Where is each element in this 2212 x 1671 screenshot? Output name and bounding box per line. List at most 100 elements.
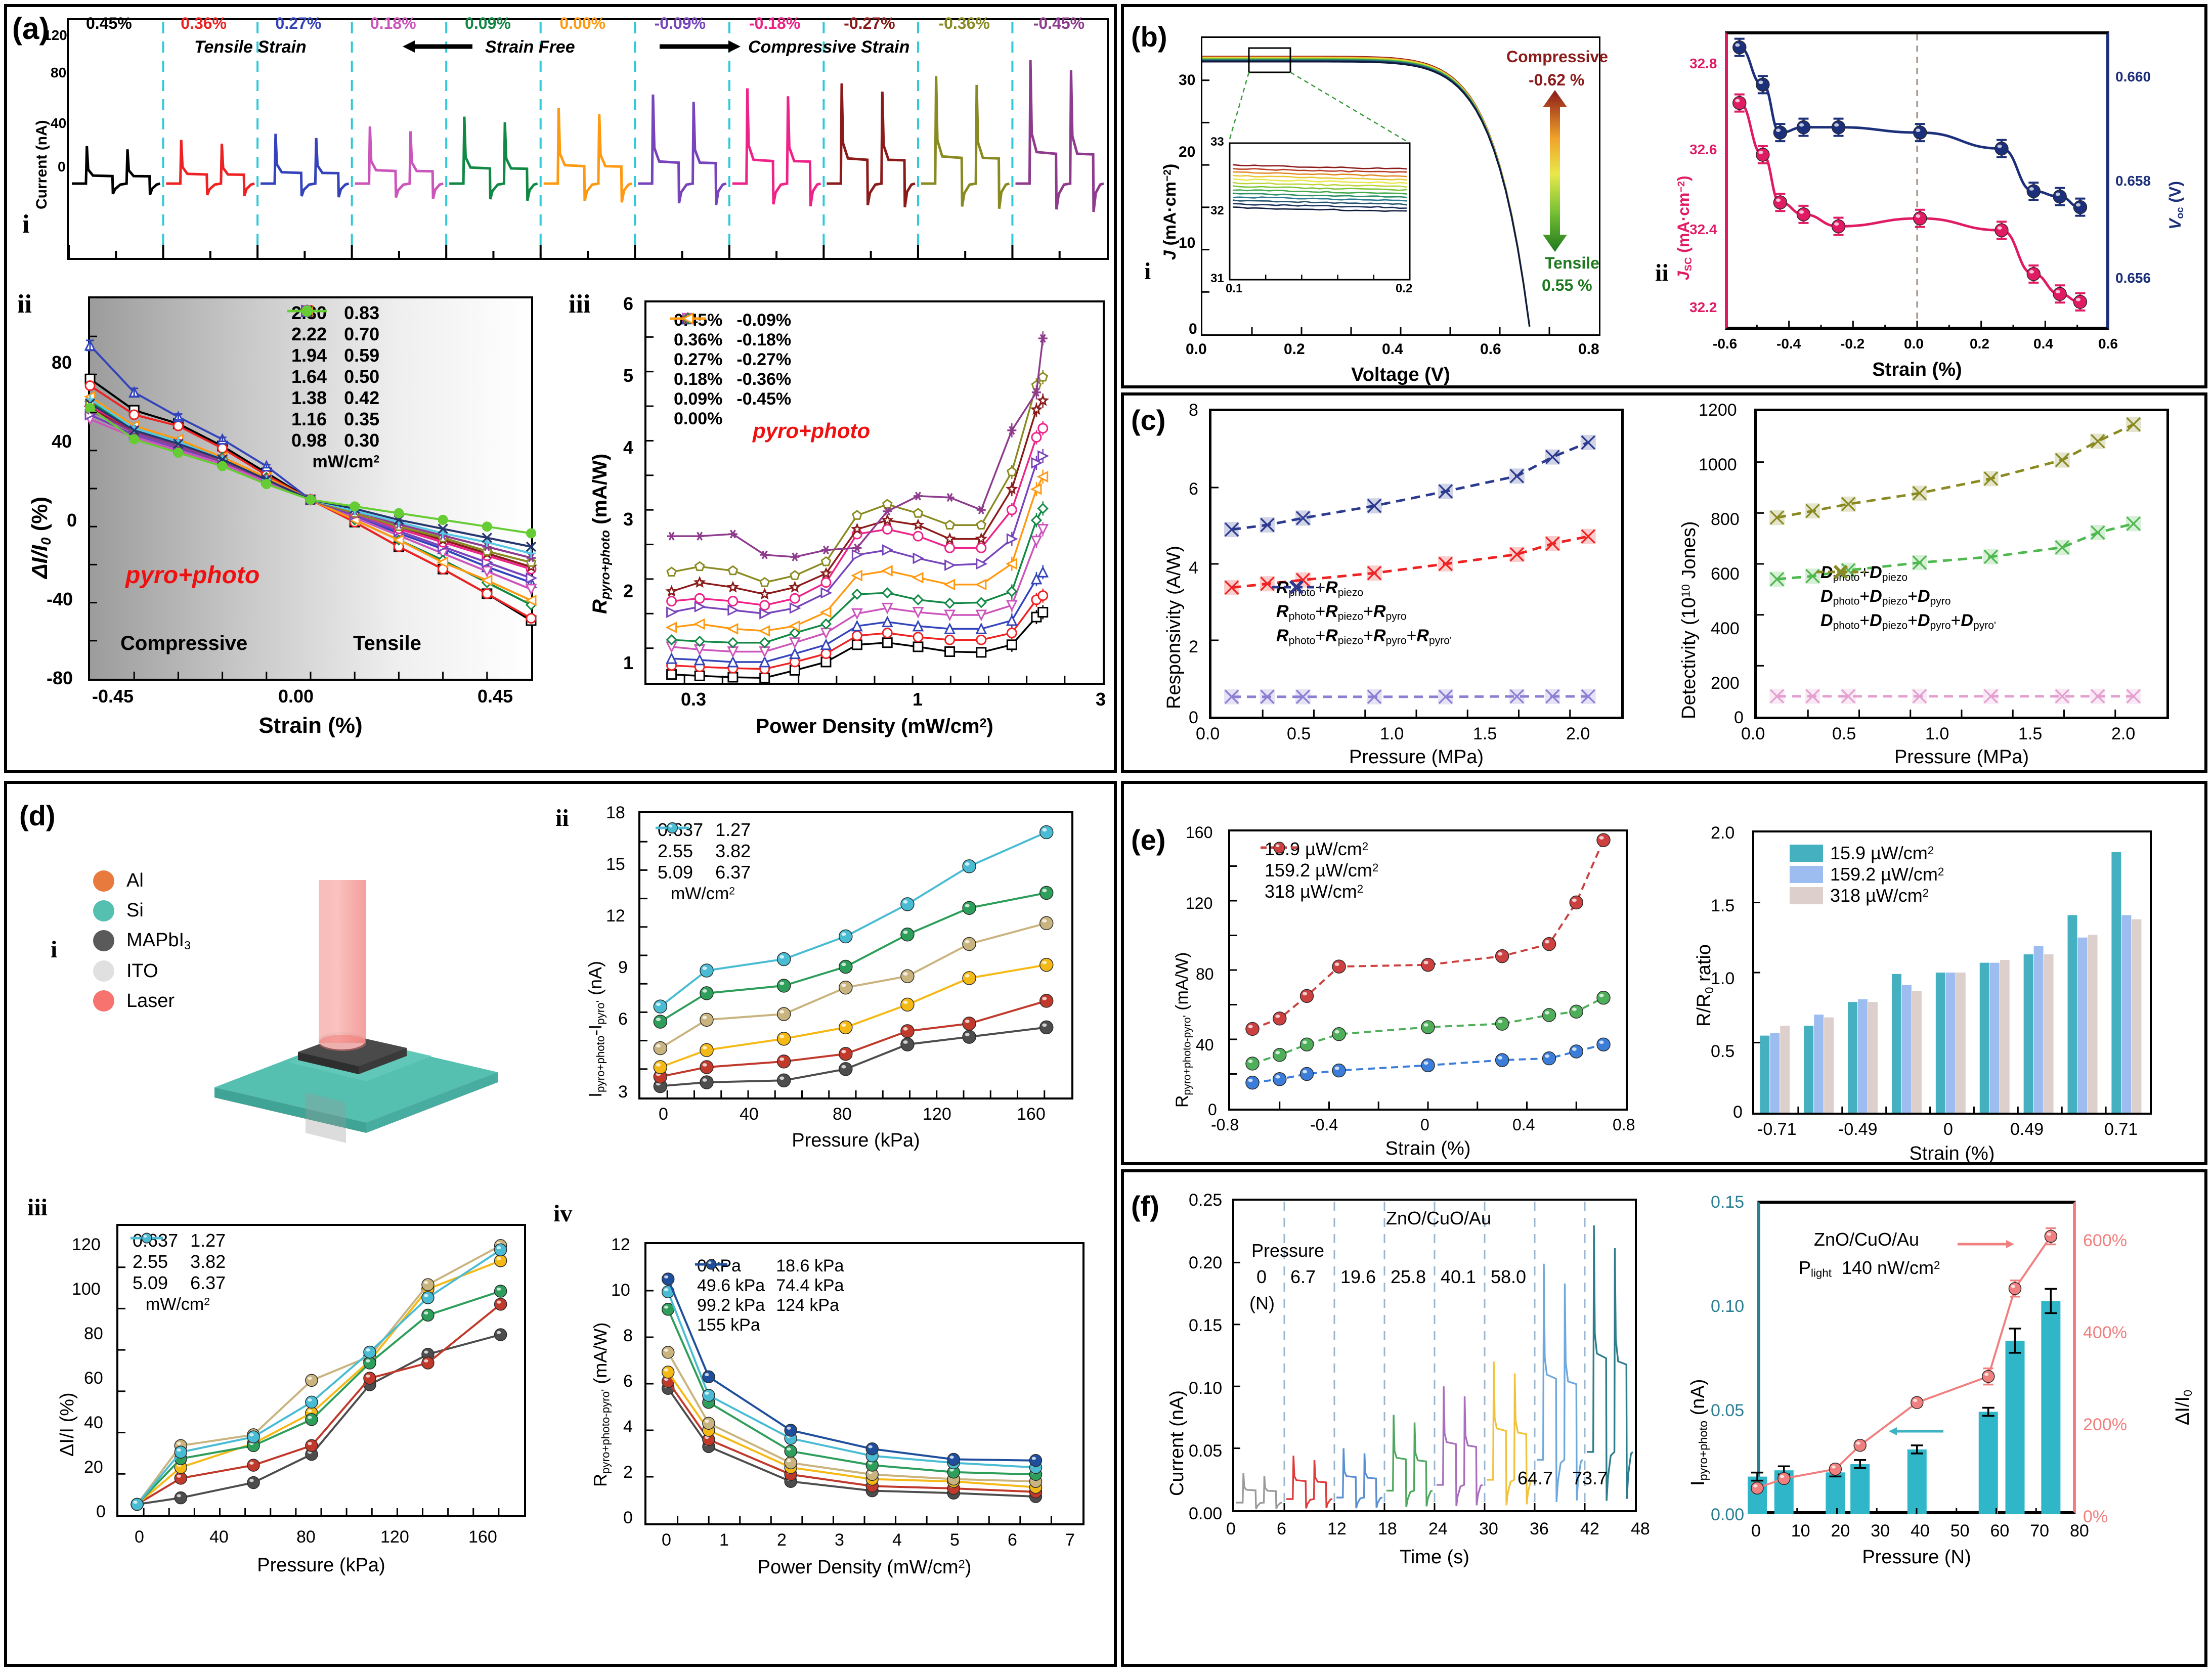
legend-label: 1.16 bbox=[291, 409, 327, 430]
tensile-strain-annotation: Tensile Strain bbox=[194, 37, 307, 57]
xtick: 1 bbox=[913, 689, 923, 710]
xtick: 40 bbox=[209, 1527, 229, 1547]
xtick: 6 bbox=[1277, 1519, 1286, 1539]
panel-d-sub-iii-roman: iii bbox=[27, 1194, 48, 1221]
legend-item: 318 µW/cm2 bbox=[1790, 885, 1944, 906]
xtick: 0.8 bbox=[1578, 341, 1599, 358]
legend-label: -0.09% bbox=[736, 311, 791, 330]
material-color-swatch bbox=[93, 960, 114, 982]
pressure-caption: Pressure bbox=[1251, 1240, 1324, 1261]
legend-marker-ball-icon bbox=[695, 1256, 727, 1272]
legend-unit: mW/cm2 bbox=[671, 884, 751, 904]
strain-level-label: 0.09% bbox=[465, 14, 511, 33]
xtick: 60 bbox=[1990, 1521, 2010, 1541]
ytick: 60 bbox=[84, 1369, 103, 1388]
legend-label: 1.38 bbox=[291, 387, 327, 409]
panel-e-right-plot: 15.9 µW/cm2 159.2 µW/cm2 318 µW/cm2 bbox=[1752, 830, 2152, 1115]
xtick: 36 bbox=[1530, 1519, 1549, 1539]
ytick: 40 bbox=[52, 431, 72, 452]
ytick-left: 32.8 bbox=[1689, 56, 1717, 72]
pressure-value-right-1: 64.7 bbox=[1517, 1468, 1553, 1489]
ytick: 0.25 bbox=[1189, 1191, 1222, 1210]
xtick: 160 bbox=[468, 1527, 497, 1547]
device-schematic bbox=[179, 880, 533, 1163]
panel-f: (f) Current (nA) 0.25 0.20 0.15 0.10 0.0… bbox=[1121, 1169, 2207, 1667]
xtick: 0.4 bbox=[1382, 341, 1403, 358]
legend-label: 5.09 bbox=[658, 862, 693, 883]
legend-item: 6.37 bbox=[713, 862, 751, 883]
legend-item: -0.36% bbox=[732, 370, 791, 389]
legend-item: 0.00% bbox=[670, 409, 722, 429]
xtick: 2.0 bbox=[2111, 724, 2135, 744]
legend-label: Si bbox=[126, 900, 144, 921]
ytick: 18 bbox=[606, 803, 625, 823]
panel-c-left-legend: Rphoto+Rpiezo Rphoto+Rpiezo+Rpyro Rphoto… bbox=[1272, 578, 1452, 647]
legend-item: 74.4 kPa bbox=[774, 1276, 844, 1296]
ytick-left: 0.05 bbox=[1711, 1401, 1744, 1421]
legend-unit: mW/cm2 bbox=[146, 1295, 226, 1314]
xtick: 3 bbox=[835, 1530, 844, 1550]
legend-label: Dphoto+Dpiezo+Dpyro bbox=[1820, 587, 1951, 607]
panel-c-right-legend: Dphoto+Dpiezo Dphoto+Dpiezo+Dpyro Dphoto… bbox=[1816, 563, 1996, 632]
panel-b-label: (b) bbox=[1131, 20, 1167, 53]
legend-item: 5.09 bbox=[656, 862, 703, 883]
legend-item: Si bbox=[93, 900, 191, 921]
legend-label: 6.37 bbox=[715, 862, 751, 883]
xtick: 160 bbox=[1017, 1105, 1046, 1124]
panel-e: (e) Rpyro+photo-pyro' (mA/W) 160 120 80 … bbox=[1121, 781, 2207, 1165]
ytick: 120 bbox=[1186, 894, 1212, 913]
legend-label: 49.6 kPa bbox=[697, 1276, 765, 1296]
legend-label: Rphoto+Rpiezo+Rpyro bbox=[1276, 602, 1407, 623]
panel-f-right: Ipyro+photo (nA) ΔI/I0 0.15 0.10 0.05 0.… bbox=[1660, 1172, 2206, 1666]
legend-marker-fcircle-icon bbox=[287, 302, 327, 320]
legend-item: Dphoto+Dpiezo+Dpyro+Dpyro' bbox=[1816, 611, 1996, 632]
panel-f-right-ylabel-left: Ipyro+photo (nA) bbox=[1687, 1379, 1710, 1486]
legend-color-swatch bbox=[1790, 845, 1823, 862]
panel-a-sub-ii-ylabel: ΔI/I0 (%) bbox=[27, 497, 54, 579]
panel-f-left-plot: ZnO/CuO/Au Pressure 0 (N) 6.7 19.6 25.8 40.… bbox=[1232, 1199, 1637, 1512]
xtick: 40 bbox=[740, 1105, 759, 1124]
xtick: 0.00 bbox=[278, 686, 314, 707]
panel-e-left-ylabel: Rpyro+photo-pyro' (mA/W) bbox=[1173, 952, 1193, 1108]
xtick: 0.0 bbox=[1186, 341, 1207, 358]
legend-label: 0.50 bbox=[344, 366, 379, 387]
ytick: 0 bbox=[623, 1508, 633, 1528]
panel-b-sub-ii-roman: ii bbox=[1655, 259, 1669, 287]
legend-item: Laser bbox=[93, 990, 191, 1012]
legend-item: 2.22 bbox=[287, 324, 327, 345]
xtick: 0.0 bbox=[1741, 724, 1765, 744]
legend-label: Rphoto+Rpiezo+Rpyro+Rpyro' bbox=[1276, 626, 1452, 647]
panel-e-right-legend: 15.9 µW/cm2 159.2 µW/cm2 318 µW/cm2 bbox=[1790, 843, 1944, 906]
panel-f-right-subtitle: Plight 140 nW/cm2 bbox=[1799, 1257, 1940, 1280]
panel-f-left-xlabel: Time (s) bbox=[1232, 1547, 1637, 1568]
ytick: 800 bbox=[1711, 510, 1740, 530]
ytick: 120 bbox=[72, 1235, 101, 1255]
ytick: 2 bbox=[623, 581, 633, 602]
xtick: 0.8 bbox=[1613, 1116, 1635, 1134]
laser-beam bbox=[319, 880, 366, 1043]
tensile-region-label: Tensile bbox=[353, 632, 421, 655]
ytick: 10 bbox=[611, 1281, 630, 1300]
legend-item: 1.27 bbox=[188, 1230, 226, 1251]
panel-b: (b) i J (mA·cm−2) 30 20 10 0 33 32 31 0.… bbox=[1121, 4, 2207, 388]
legend-item: 1.38 bbox=[287, 387, 327, 409]
panel-c-left-svg bbox=[1211, 411, 1621, 717]
legend-marker-ball-icon bbox=[1261, 839, 1298, 857]
strain-level-label: 0.00% bbox=[559, 14, 605, 33]
xtick: 40 bbox=[1911, 1521, 1930, 1541]
inset-ytick: 32 bbox=[1210, 204, 1224, 218]
xtick: 48 bbox=[1631, 1519, 1650, 1539]
legend-item: 0.83 bbox=[340, 302, 379, 324]
legend-item: 1.64 bbox=[287, 366, 327, 387]
legend-label: 0.00% bbox=[674, 409, 722, 429]
material-color-swatch bbox=[93, 870, 114, 892]
ytick: 2.0 bbox=[1711, 823, 1734, 843]
ytick-right: 0.656 bbox=[2115, 270, 2151, 286]
legend-label: 3.82 bbox=[190, 1251, 226, 1272]
ytick: 2 bbox=[1189, 637, 1198, 657]
xtick: 30 bbox=[1479, 1519, 1498, 1539]
ytick-right: 0.660 bbox=[2115, 69, 2151, 85]
panel-d-sub-i: (d) i Al Si MAPbI3 ITO Laser bbox=[7, 784, 543, 1183]
panel-d-sub-iii-xlabel: Pressure (kPa) bbox=[116, 1555, 526, 1576]
ytick: 80 bbox=[52, 352, 72, 373]
